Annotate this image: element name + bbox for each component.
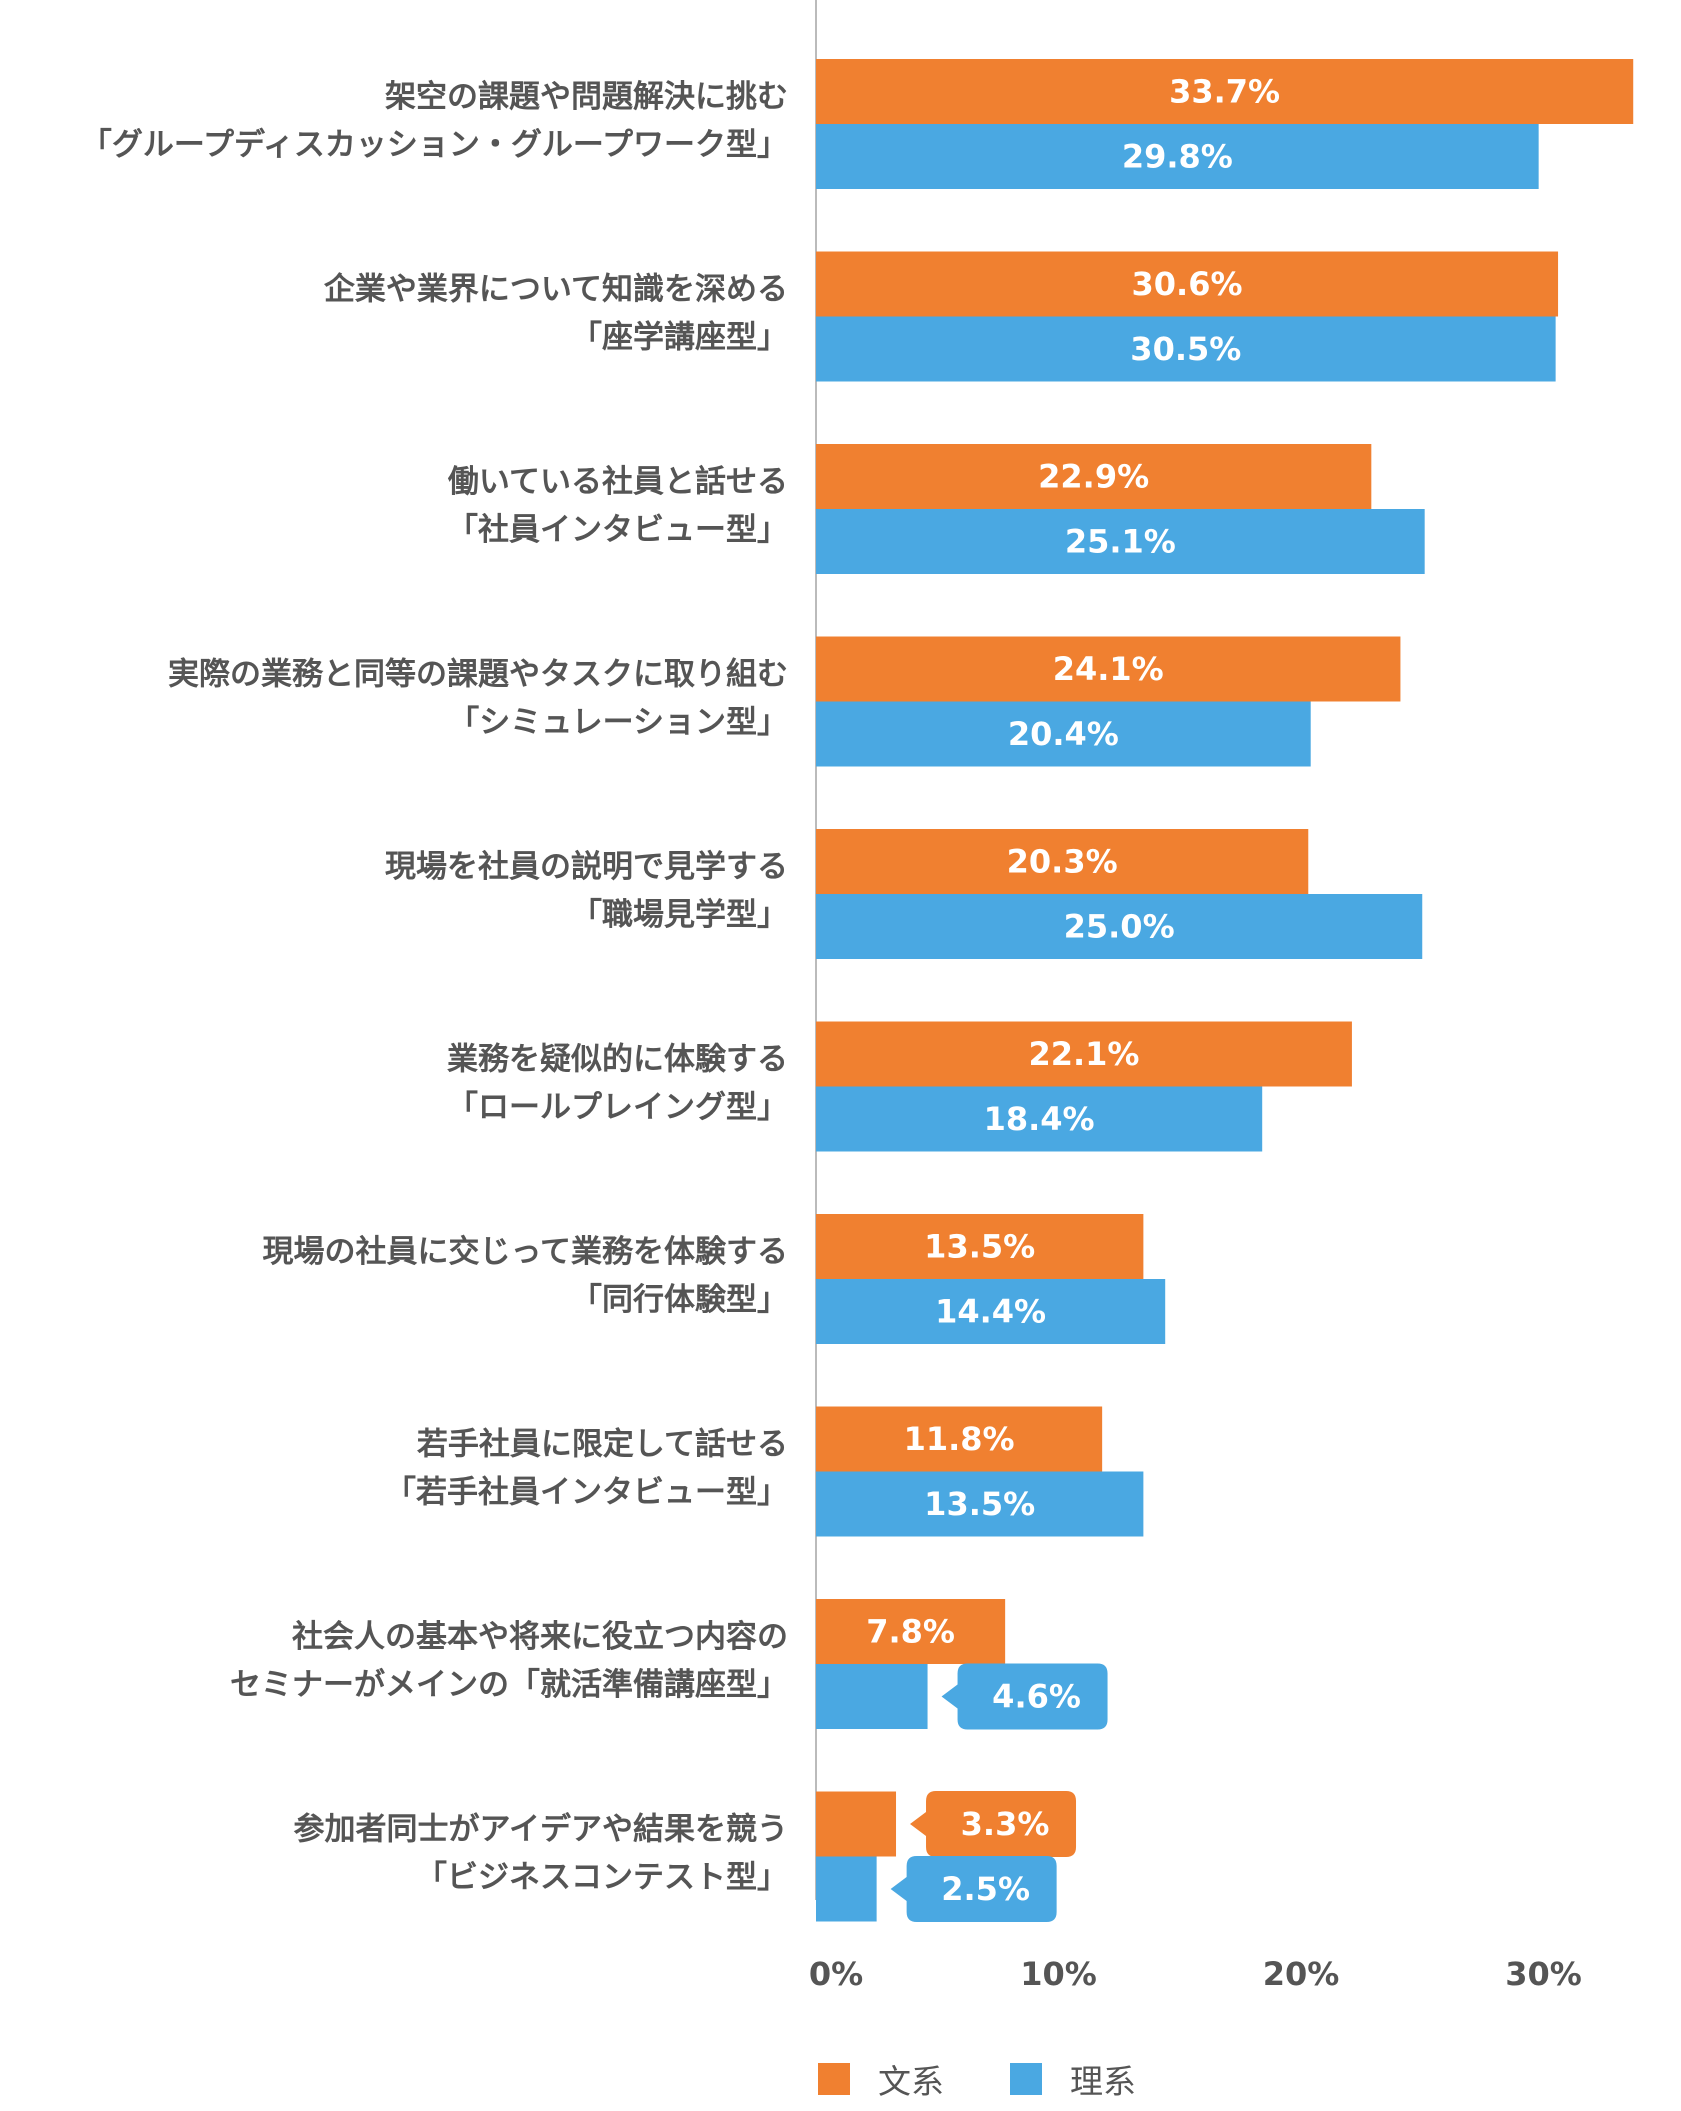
data-label: 30.6% — [1132, 265, 1243, 303]
bar-rikei — [816, 1086, 1263, 1152]
data-label: 25.0% — [1064, 908, 1175, 946]
category-label: 「若手社員インタビュー型」 — [385, 1475, 788, 1511]
category-label: セミナーがメインの「就活準備講座型」 — [230, 1667, 788, 1703]
category-label: 若手社員に限定して話せる — [417, 1427, 788, 1463]
data-label: 24.1% — [1053, 650, 1164, 688]
legend-swatch — [1010, 2063, 1042, 2095]
category-label: 「社員インタビュー型」 — [447, 512, 788, 548]
x-tick-label: 20% — [1263, 1955, 1340, 1993]
data-label: 30.5% — [1130, 330, 1241, 368]
bar-bunkei — [816, 1214, 1144, 1279]
category-label: 「ロールプレイング型」 — [447, 1090, 788, 1126]
category-label: 働いている社員と話せる — [448, 464, 788, 500]
bar-bunkei — [816, 636, 1401, 702]
category-label: 現場を社員の説明で見学する — [385, 849, 788, 885]
category-label: 参加者同士がアイデアや結果を競う — [294, 1812, 788, 1848]
data-label: 2.5% — [941, 1870, 1030, 1908]
legend-swatch — [818, 2063, 850, 2095]
data-label: 3.3% — [961, 1805, 1050, 1843]
bar-bunkei — [816, 1406, 1103, 1472]
data-label: 18.4% — [984, 1100, 1095, 1138]
data-label: 25.1% — [1065, 523, 1176, 561]
bar-rikei — [816, 1664, 928, 1729]
callout-bubble — [890, 1856, 1057, 1922]
bar-bunkei — [816, 251, 1559, 317]
data-label: 14.4% — [935, 1293, 1046, 1331]
data-label: 29.8% — [1122, 138, 1233, 176]
data-label: 20.4% — [1008, 715, 1119, 753]
category-label: 業務を疑似的に体験する — [447, 1042, 788, 1078]
data-label: 11.8% — [904, 1420, 1015, 1458]
category-label: 「座学講座型」 — [571, 320, 788, 356]
bar-rikei — [816, 124, 1539, 189]
bar-rikei — [816, 1856, 877, 1922]
category-label: 「シミュレーション型」 — [448, 705, 788, 741]
bar-bunkei — [816, 1791, 897, 1857]
category-label: 実際の業務と同等の課題やタスクに取り組む — [168, 657, 788, 693]
data-label: 13.5% — [924, 1228, 1035, 1266]
data-label: 20.3% — [1007, 843, 1118, 881]
category-label: 「ビジネスコンテスト型」 — [416, 1860, 788, 1896]
data-label: 13.5% — [924, 1485, 1035, 1523]
data-label: 7.8% — [866, 1613, 955, 1651]
bar-bunkei — [816, 1599, 1006, 1664]
data-label: 4.6% — [992, 1678, 1081, 1716]
data-label: 22.9% — [1038, 458, 1149, 496]
bar-bunkei — [816, 444, 1372, 509]
callout-bubble — [910, 1791, 1077, 1857]
bar-bunkei — [816, 829, 1309, 894]
callout-bubble — [941, 1663, 1108, 1730]
category-label: 企業や業界について知識を深める — [324, 272, 788, 308]
bar-rikei — [816, 894, 1423, 959]
category-label: 現場の社員に交じって業務を体験する — [263, 1234, 788, 1270]
category-label: 社会人の基本や将来に役立つ内容の — [292, 1619, 788, 1655]
legend-label: 文系 — [878, 2062, 944, 2101]
x-tick-label: 10% — [1020, 1955, 1097, 1993]
bar-rikei — [816, 1471, 1144, 1537]
bar-rikei — [816, 316, 1556, 382]
category-label: 「グループディスカッション・グループワーク型」 — [81, 127, 788, 163]
bar-bunkei — [816, 59, 1634, 124]
x-tick-label: 0% — [809, 1955, 863, 1993]
data-label: 22.1% — [1028, 1035, 1139, 1073]
bar-rikei — [816, 509, 1425, 574]
category-label: 「同行体験型」 — [571, 1282, 788, 1318]
category-label: 「職場見学型」 — [571, 897, 788, 933]
bar-rikei — [816, 701, 1311, 767]
legend-label: 理系 — [1070, 2062, 1136, 2101]
bar-rikei — [816, 1279, 1166, 1344]
bar-bunkei — [816, 1021, 1352, 1087]
x-tick-label: 30% — [1505, 1955, 1582, 1993]
data-label: 33.7% — [1169, 73, 1280, 111]
category-label: 架空の課題や問題解決に挑む — [385, 79, 788, 115]
